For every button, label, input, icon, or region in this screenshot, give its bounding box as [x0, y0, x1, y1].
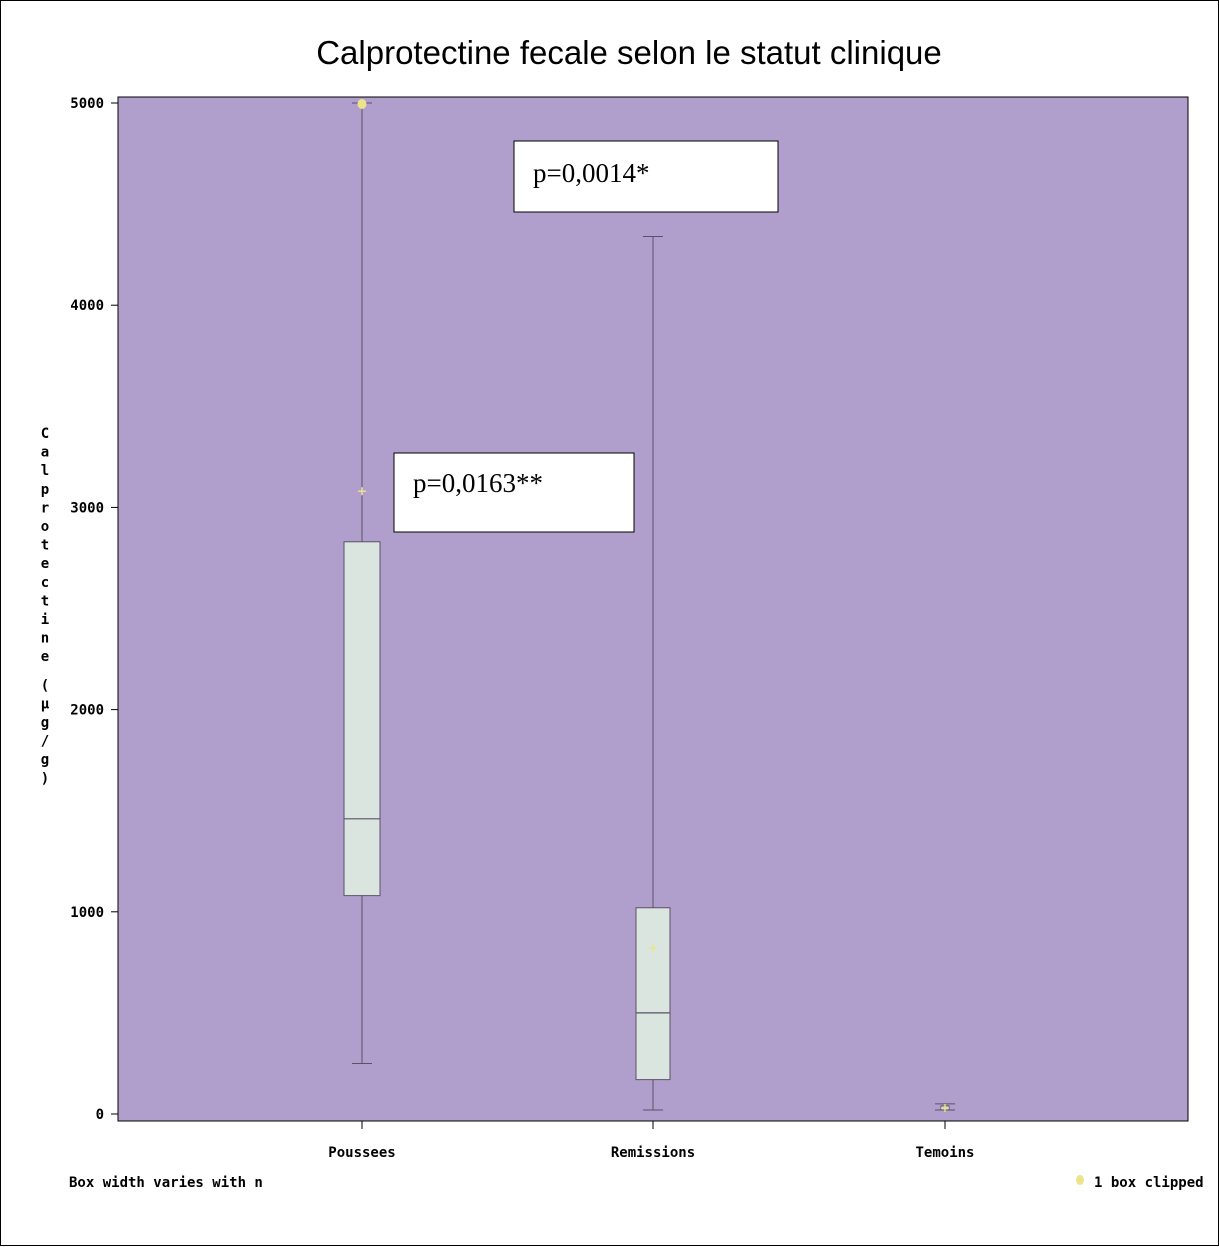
- y-tick-label-3: 3000: [70, 500, 104, 516]
- y-tick-label-1: 1000: [70, 905, 104, 921]
- annotation-box-1: p=0,0014*: [513, 140, 779, 213]
- y-label-char-4: r: [41, 500, 49, 516]
- y-label-char-3: p: [41, 482, 49, 498]
- y-label-char-16: g: [41, 715, 49, 731]
- box-remissions: [635, 235, 671, 1111]
- footnote-right: 1 box clipped: [1094, 1175, 1204, 1191]
- iqr-box: [635, 907, 671, 1081]
- x-tick-label-0: Poussees: [328, 1145, 395, 1161]
- y-tick-label-2: 2000: [70, 703, 104, 719]
- y-label-char-9: t: [41, 593, 49, 609]
- y-label-char-12: e: [41, 649, 49, 665]
- annotation-box-2: p=0,0163**: [393, 452, 635, 533]
- footnote-left: Box width varies with n: [69, 1175, 263, 1191]
- y-tick-label-0: 0: [96, 1107, 104, 1123]
- y-label-char-17: /: [41, 734, 49, 750]
- annotation-text-2: p=0,0163**: [413, 468, 543, 498]
- y-tick-label-4: 4000: [70, 298, 104, 314]
- y-label-char-15: µ: [41, 696, 50, 712]
- y-axis-label: Calprotectine(µg/g): [41, 426, 50, 787]
- y-label-char-14: (: [41, 678, 49, 694]
- annotation-text-1: p=0,0014*: [533, 158, 649, 188]
- box-series: [343, 99, 955, 1112]
- box-poussees: [343, 99, 381, 1064]
- chart-title: Calprotectine fecale selon le statut cli…: [316, 34, 942, 71]
- y-label-char-6: t: [41, 538, 49, 554]
- y-label-char-11: n: [41, 631, 49, 647]
- y-label-char-1: a: [41, 445, 49, 461]
- y-label-char-19: ): [41, 771, 49, 787]
- y-label-char-10: i: [41, 612, 49, 628]
- y-axis: 0 1000 2000 3000 4000 5000: [70, 96, 118, 1123]
- y-label-char-18: g: [41, 752, 49, 768]
- x-tick-label-2: Temoins: [915, 1145, 974, 1161]
- x-tick-label-1: Remissions: [611, 1145, 695, 1161]
- iqr-box: [343, 541, 381, 897]
- y-tick-label-5: 5000: [70, 96, 104, 112]
- box-temoins: [935, 1103, 955, 1112]
- y-label-char-7: e: [41, 556, 49, 572]
- clip-marker-icon: [357, 99, 367, 109]
- x-axis: Poussees Remissions Temoins: [328, 1121, 975, 1161]
- y-label-char-0: C: [41, 426, 49, 442]
- y-label-char-2: l: [41, 463, 49, 479]
- y-label-char-5: o: [41, 519, 49, 535]
- clipped-box-marker-icon: [1076, 1175, 1084, 1185]
- y-label-char-8: c: [41, 575, 49, 591]
